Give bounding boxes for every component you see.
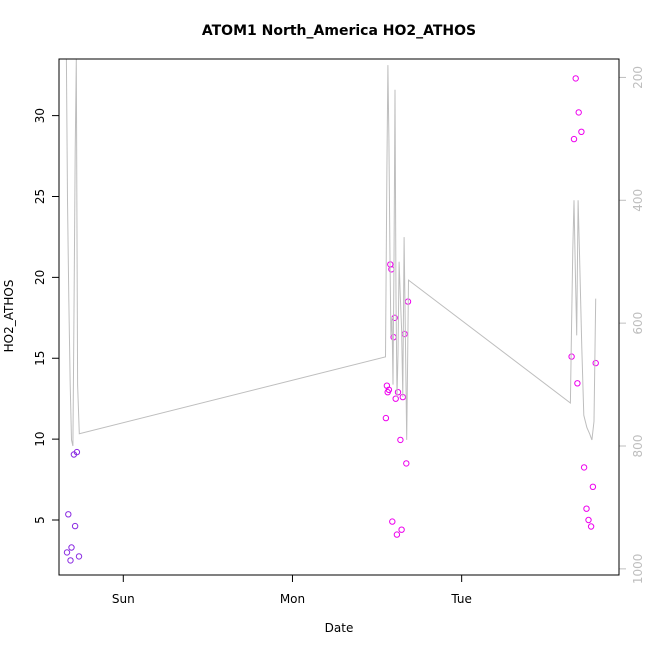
y-tick-label: 30 [33,108,47,123]
data-point [382,414,390,422]
data-point [67,557,74,564]
data-point [580,464,588,471]
data-point [592,359,599,367]
data-point [75,553,83,560]
y-tick-label: 20 [33,270,47,285]
data-point [578,128,585,136]
series-line [65,59,597,447]
data-point [583,505,590,512]
x-axis-label: Date [325,621,354,635]
data-point [385,386,393,393]
y2-tick-label: 200 [631,66,645,89]
data-point [389,518,396,525]
data-point [65,511,72,518]
data-point [63,549,71,556]
y2-tick-label: 400 [631,189,645,212]
chart-title: ATOM1 North_America HO2_ATHOS [202,23,476,39]
data-point [575,109,582,116]
data-point [589,483,597,490]
x-tick-label: Tue [450,592,472,606]
data-point [71,522,79,530]
y-tick-label: 15 [33,351,47,366]
y2-tick-label: 800 [631,435,645,458]
data-point [394,389,402,396]
plot-frame [58,58,620,576]
data-point [570,135,578,143]
data-point [403,460,410,467]
y-axis-label: HO2_ATHOS [2,280,16,353]
y-tick-label: 25 [33,189,47,204]
y2-tick-label: 1000 [631,554,645,585]
plot-area [63,59,599,564]
data-point [398,526,405,533]
data-point [392,395,399,402]
data-point [572,75,579,82]
x-tick-label: Mon [280,592,305,606]
x-tick-label: Sun [112,592,135,606]
data-point [393,531,401,538]
y-tick-label: 10 [33,431,47,446]
data-point [587,523,595,530]
y-tick-label: 5 [33,516,47,524]
data-point [585,516,592,524]
data-point [73,448,81,456]
data-point [574,380,581,387]
data-point [397,436,404,444]
data-point [68,544,75,551]
y2-tick-label: 600 [631,312,645,335]
